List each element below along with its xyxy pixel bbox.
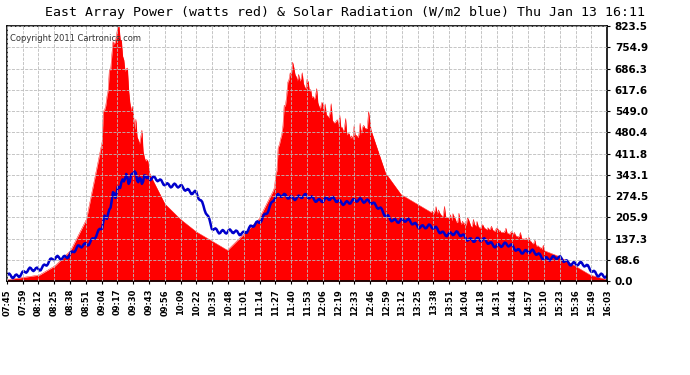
Text: East Array Power (watts red) & Solar Radiation (W/m2 blue) Thu Jan 13 16:11: East Array Power (watts red) & Solar Rad… xyxy=(45,6,645,19)
Text: Copyright 2011 Cartronics.com: Copyright 2011 Cartronics.com xyxy=(10,34,141,43)
